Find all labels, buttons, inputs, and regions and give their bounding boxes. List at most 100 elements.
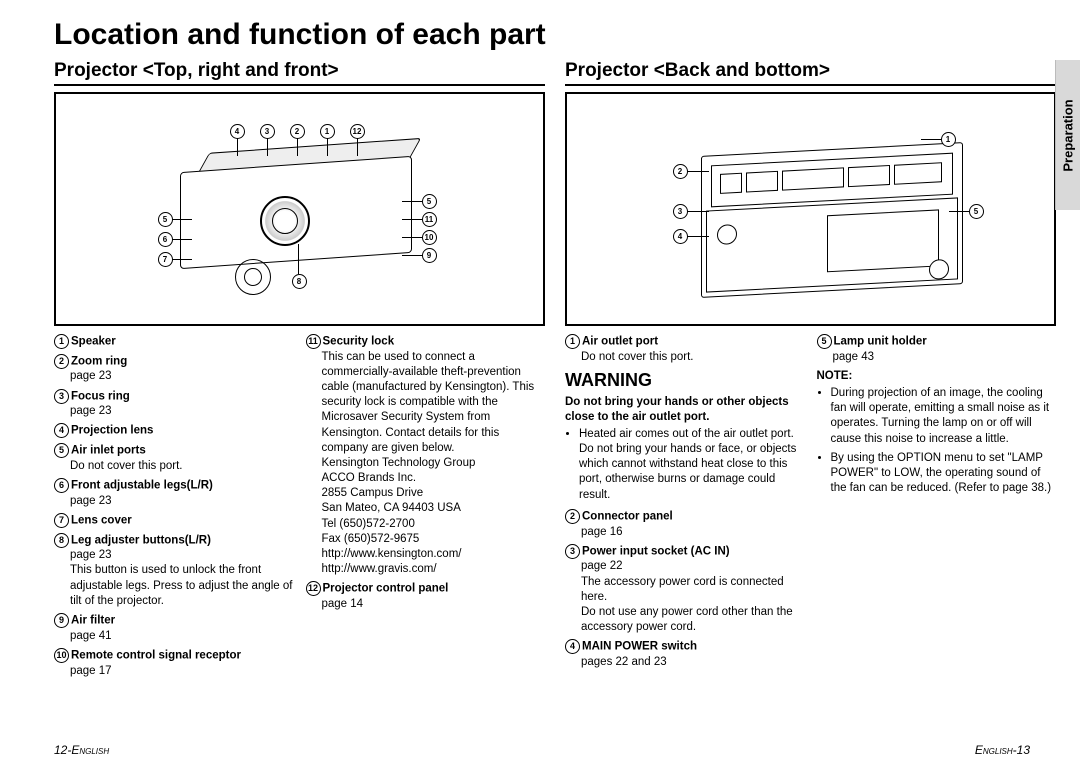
note-bullet: During projection of an image, the cooli…	[831, 386, 1057, 447]
callout-2: 2	[290, 124, 305, 139]
desc-item: 3Focus ring page 23	[54, 389, 294, 420]
footer-left-page: 12-	[54, 743, 71, 757]
callout-10: 10	[422, 230, 437, 245]
item-title: Lamp unit holder	[834, 336, 927, 348]
item-body: Do not cover this port.	[581, 350, 805, 365]
desc-item: 4Projection lens	[54, 423, 294, 439]
item-number-icon: 12	[306, 581, 321, 596]
desc-item: 1Air outlet portDo not cover this port.	[565, 334, 805, 365]
left-descriptions: 1Speaker 2Zoom ringpage 23 3Focus ring page…	[54, 334, 545, 683]
callout-5: 5	[422, 194, 437, 209]
warning-bold-text: Do not bring your hands or other objects…	[565, 395, 805, 425]
section-tab-label: Preparation	[1061, 99, 1076, 171]
item-body: This can be used to connect a commercial…	[322, 350, 546, 578]
item-body: Do not cover this port.	[70, 459, 294, 474]
callout-b2: 2	[673, 164, 688, 179]
item-number-icon: 3	[54, 389, 69, 404]
callout-1: 1	[320, 124, 335, 139]
desc-item: 1Speaker	[54, 334, 294, 350]
item-body: page 23	[70, 404, 294, 419]
item-body: page 41	[70, 629, 294, 644]
callout-7: 7	[158, 252, 173, 267]
item-number-icon: 4	[565, 639, 580, 654]
callout-b3: 3	[673, 204, 688, 219]
item-number-icon: 4	[54, 423, 69, 438]
right-subhead: Projector <Back and bottom>	[565, 60, 1056, 86]
callout-3: 3	[260, 124, 275, 139]
left-desc-col1: 1Speaker 2Zoom ringpage 23 3Focus ring page…	[54, 334, 294, 683]
left-subhead: Projector <Top, right and front>	[54, 60, 545, 86]
item-title: Air filter	[71, 615, 115, 627]
right-descriptions: 1Air outlet portDo not cover this port. …	[565, 334, 1056, 674]
item-number-icon: 2	[565, 509, 580, 524]
item-title: MAIN POWER switch	[582, 641, 697, 653]
item-number-icon: 8	[54, 533, 69, 548]
desc-item: 11Security lock This can be used to conne…	[306, 334, 546, 577]
desc-item: 9Air filterpage 41	[54, 613, 294, 644]
footer-left-lang: English	[71, 743, 109, 757]
item-body: page 23	[70, 369, 294, 384]
desc-item: 5Lamp unit holderpage 43	[817, 334, 1057, 365]
item-number-icon: 11	[306, 334, 321, 349]
item-title: Air inlet ports	[71, 445, 146, 457]
note-bullets: During projection of an image, the cooli…	[831, 386, 1057, 496]
item-number-icon: 7	[54, 513, 69, 528]
right-desc-col2: 5Lamp unit holderpage 43 NOTE: During pr…	[817, 334, 1057, 674]
desc-item: 12Projector control panelpage 14	[306, 581, 546, 612]
item-number-icon: 6	[54, 478, 69, 493]
callout-b5: 5	[969, 204, 984, 219]
desc-item: 2Connector panelpage 16	[565, 509, 805, 540]
item-body: page 43	[833, 350, 1057, 365]
callout-8: 8	[292, 274, 307, 289]
projector-back-diagram: 1 2 3 4 5	[565, 92, 1056, 326]
callout-12: 12	[350, 124, 365, 139]
callout-11: 11	[422, 212, 437, 227]
desc-item: 3Power input socket (AC IN)page 22 The a…	[565, 544, 805, 636]
footer-left: 12-English	[54, 743, 109, 757]
item-body: page 23	[70, 494, 294, 509]
manual-spread: Location and function of each part Proje…	[0, 0, 1080, 763]
item-number-icon: 10	[54, 648, 69, 663]
left-desc-col2: 11Security lock This can be used to conne…	[306, 334, 546, 683]
left-page: Projector <Top, right and front> 432112 …	[54, 56, 545, 683]
item-body: page 22 The accessory power cord is conn…	[581, 559, 805, 635]
footer-right: English-13	[975, 743, 1030, 757]
item-title: Remote control signal receptor	[71, 649, 241, 661]
item-body: page 23 This button is used to unlock th…	[70, 548, 294, 609]
footer-right-lang: English	[975, 743, 1013, 757]
warning-bullet-list: Heated air comes out of the air outlet p…	[579, 427, 805, 503]
desc-item: 8Leg adjuster buttons(L/R) page 23 This b…	[54, 533, 294, 609]
item-title: Speaker	[71, 336, 116, 348]
item-number-icon: 2	[54, 354, 69, 369]
item-title: Projector control panel	[323, 583, 449, 595]
item-title: Focus ring	[71, 390, 130, 402]
desc-item: 6Front adjustable legs(L/R)page 23	[54, 478, 294, 509]
lens-cap-icon	[235, 259, 271, 295]
item-number-icon: 1	[54, 334, 69, 349]
note-bullet: By using the OPTION menu to set "LAMP PO…	[831, 451, 1057, 497]
item-title: Leg adjuster buttons(L/R)	[71, 534, 211, 546]
right-page: Projector <Back and bottom>	[565, 56, 1056, 683]
projector-sketch: 432112 511109 567 8	[140, 124, 460, 294]
item-title: Lens cover	[71, 514, 132, 526]
two-page-columns: Projector <Top, right and front> 432112 …	[54, 56, 1056, 683]
item-title: Connector panel	[582, 510, 673, 522]
note-label: NOTE:	[817, 369, 1057, 384]
item-body: page 17	[70, 664, 294, 679]
callout-6: 6	[158, 232, 173, 247]
page-footer: 12-English English-13	[54, 743, 1030, 757]
item-number-icon: 3	[565, 544, 580, 559]
desc-item: 5Air inlet ports Do not cover this port.	[54, 443, 294, 474]
callout-b4: 4	[673, 229, 688, 244]
item-number-icon: 5	[54, 443, 69, 458]
item-title: Security lock	[323, 336, 395, 348]
callout-b1: 1	[941, 132, 956, 147]
section-tab: Preparation	[1055, 60, 1080, 210]
page-title: Location and function of each part	[54, 18, 1056, 52]
desc-item: 10Remote control signal receptor page 17	[54, 648, 294, 679]
right-desc-col1: 1Air outlet portDo not cover this port. …	[565, 334, 805, 674]
desc-item: 4MAIN POWER switchpages 22 and 23	[565, 639, 805, 670]
projector-front-diagram: 432112 511109 567 8	[54, 92, 545, 326]
callout-9: 9	[422, 248, 437, 263]
desc-item: 2Zoom ringpage 23	[54, 354, 294, 385]
